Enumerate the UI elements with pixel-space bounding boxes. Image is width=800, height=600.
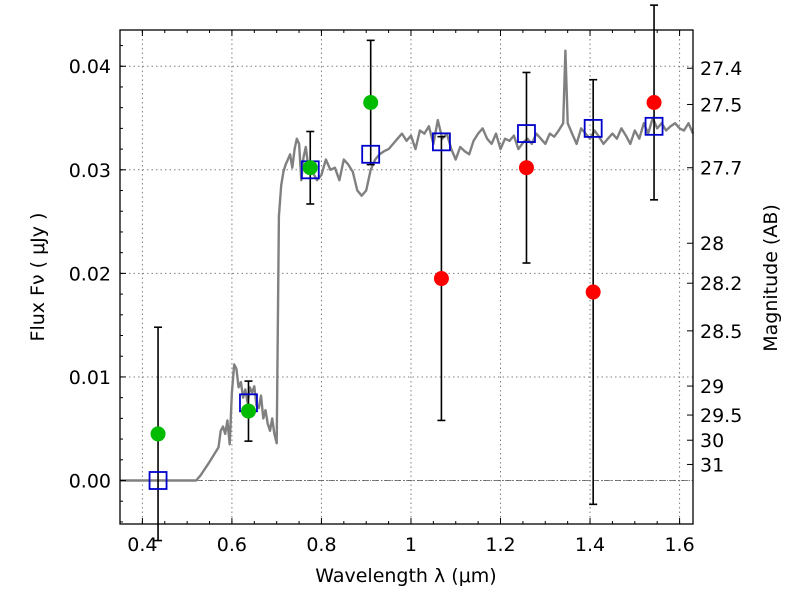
model-spectrum-layer (120, 49, 695, 482)
y2-tick-label: 29.5 (700, 405, 742, 427)
x-tick-label: 1.4 (575, 534, 605, 556)
observed-flux-point (518, 160, 534, 176)
model-photometry-markers (148, 116, 664, 490)
x-tick-label: 1 (405, 534, 417, 556)
y2-axis-label: Magnitude (AB) (760, 204, 782, 352)
model-photometry-point (432, 132, 451, 152)
y2-tick-label: 28 (700, 233, 724, 255)
y-axis-label: Flux Fν ( μJy ) (27, 213, 49, 342)
tick-labels: 0.4 0.6 0.8 1 1.2 1.4 1.6 0.00 0.01 0.02 0.03 0.04 2… (69, 56, 743, 556)
plot-frame (119, 29, 694, 525)
observed-flux-point (240, 403, 256, 419)
model-photometry-point (583, 118, 603, 138)
y2-tick-label: 29 (700, 376, 724, 398)
observed-flux-point (363, 94, 379, 110)
y-tick-label: 0.03 (69, 160, 111, 182)
model-photometry-point (644, 116, 664, 136)
observed-flux-point (302, 160, 318, 176)
x-axis-label: Wavelength λ (μm) (315, 565, 496, 587)
observed-flux-point (150, 426, 166, 442)
y2-tick-label: 30 (700, 430, 724, 452)
grid (120, 30, 693, 524)
y2-tick-label: 27.5 (700, 94, 742, 116)
observed-flux-markers (150, 94, 662, 442)
x-tick-label: 0.4 (127, 534, 157, 556)
error-bars (154, 4, 659, 542)
model-photometry-point (361, 144, 381, 164)
model-photometry-point (517, 124, 536, 143)
y-tick-label: 0.02 (69, 263, 111, 285)
y2-tick-label: 31 (700, 454, 724, 476)
y-tick-label: 0.04 (69, 56, 111, 78)
y2-tick-label: 27.4 (700, 58, 742, 80)
observed-flux-point (646, 94, 662, 110)
y-tick-label: 0.00 (69, 471, 111, 493)
y-tick-label: 0.01 (69, 367, 111, 389)
model-spectrum-line (120, 49, 695, 482)
x-tick-label: 0.8 (306, 534, 336, 556)
model-photometry-point (148, 471, 168, 490)
observed-flux-point (433, 271, 449, 287)
x-tick-label: 1.2 (485, 534, 515, 556)
y2-tick-label: 27.7 (700, 158, 742, 180)
x-tick-label: 1.6 (664, 534, 694, 556)
axis-ticks (119, 30, 693, 524)
y2-tick-label: 28.5 (700, 321, 742, 343)
y2-tick-label: 28.2 (700, 273, 742, 295)
observed-flux-point (585, 284, 601, 300)
x-tick-label: 0.6 (217, 534, 247, 556)
